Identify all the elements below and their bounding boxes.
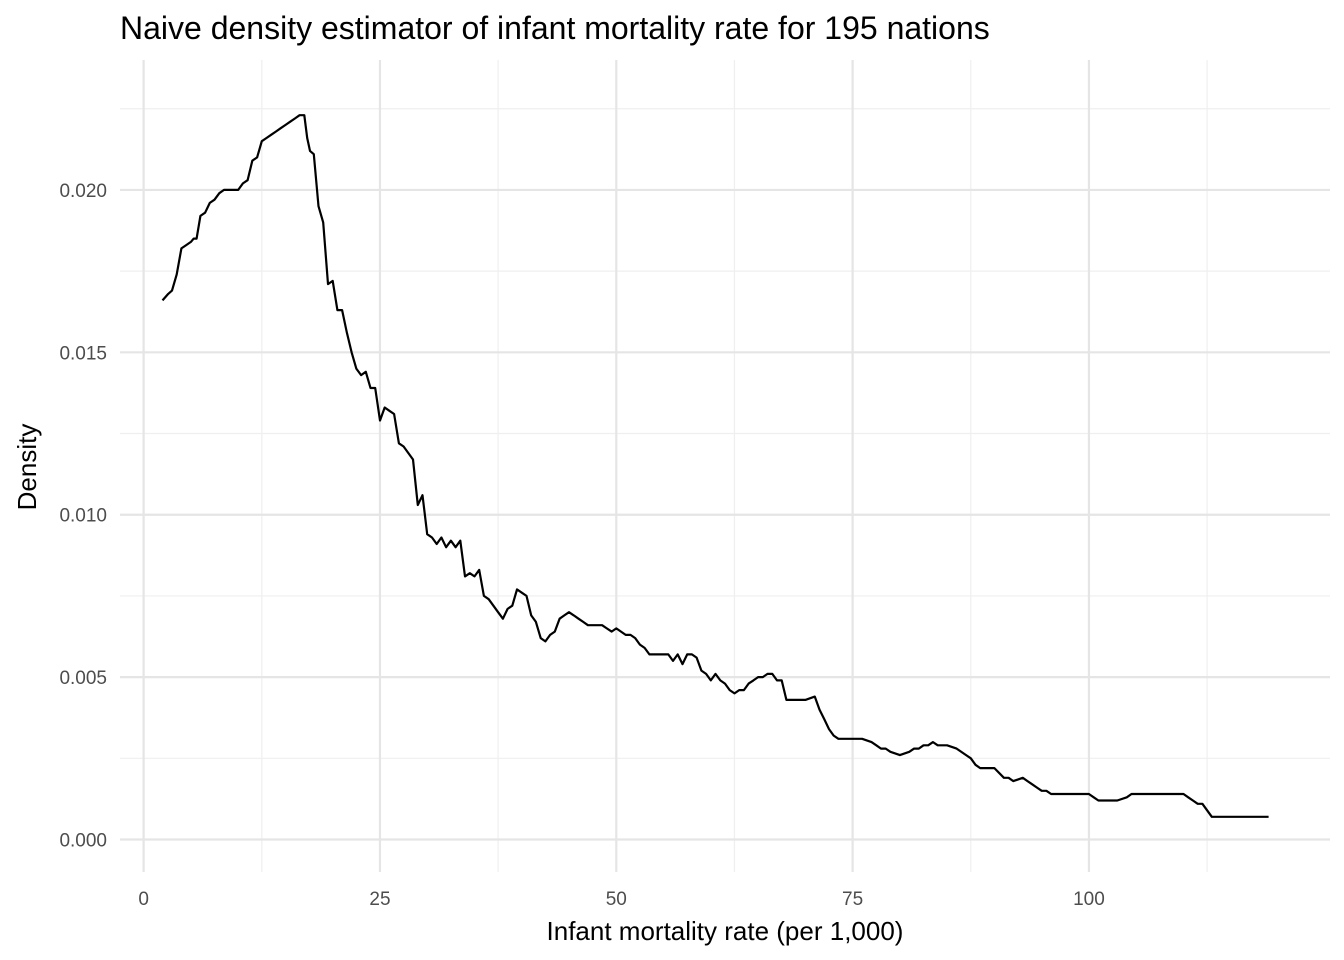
y-tick-label: 0.020 bbox=[59, 181, 107, 202]
x-tick-label: 50 bbox=[606, 889, 627, 910]
chart-title: Naive density estimator of infant mortal… bbox=[120, 10, 990, 46]
y-axis-tick-labels: 0.000 0.005 0.010 0.015 0.020 bbox=[59, 181, 107, 852]
major-gridlines bbox=[120, 60, 1330, 872]
series-layer bbox=[161, 114, 1269, 818]
y-tick-label: 0.000 bbox=[59, 831, 107, 852]
y-tick-label: 0.005 bbox=[59, 668, 107, 689]
x-tick-label: 0 bbox=[138, 889, 149, 910]
minor-gridlines bbox=[120, 60, 1330, 872]
x-tick-label: 100 bbox=[1073, 889, 1105, 910]
x-axis-tick-labels: 0 25 50 75 100 bbox=[138, 889, 1104, 910]
density-line bbox=[161, 114, 1269, 818]
y-tick-label: 0.015 bbox=[59, 343, 107, 364]
y-tick-label: 0.010 bbox=[59, 506, 107, 527]
x-axis-title: Infant mortality rate (per 1,000) bbox=[547, 916, 904, 946]
x-tick-label: 75 bbox=[842, 889, 863, 910]
y-axis-title: Density bbox=[12, 424, 42, 511]
x-tick-label: 25 bbox=[369, 889, 390, 910]
